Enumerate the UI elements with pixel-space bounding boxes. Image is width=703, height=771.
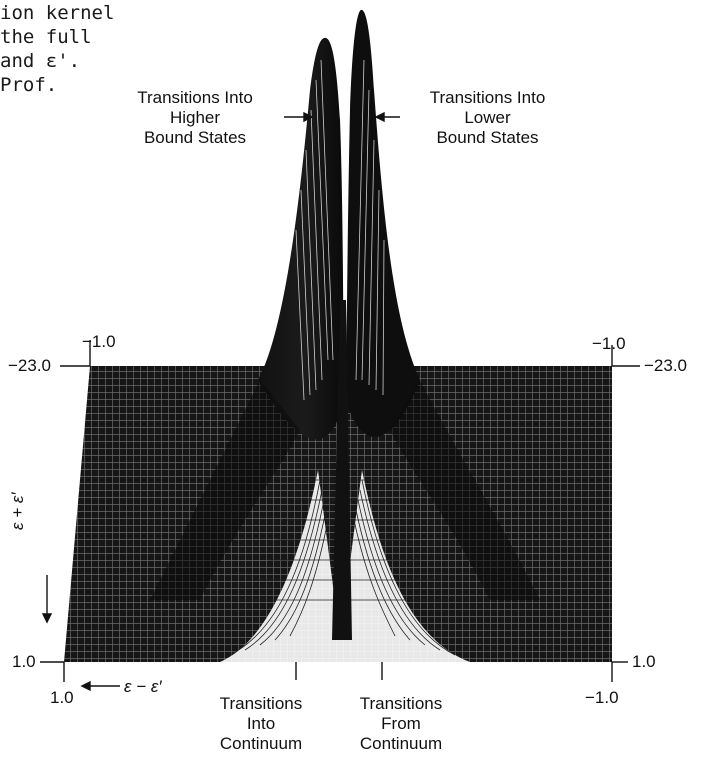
label-from-line2: From: [381, 714, 421, 733]
axis-top-left-value: −1.0: [82, 332, 116, 351]
caption-line-1: ion kernel: [0, 2, 115, 24]
label-higher-bound: Transitions Into Higher Bound States: [115, 88, 275, 148]
axis-left-back-value: −23.0: [8, 356, 52, 375]
label-from-line1: Transitions: [359, 694, 443, 713]
axis-sum-label: ε + ε′: [8, 492, 27, 530]
axis-bottom-left-value: 1.0: [50, 688, 74, 707]
caption-line-4: Prof.: [0, 74, 58, 96]
axis-bottom-right-value: −1.0: [585, 688, 619, 707]
axis-left-front-value: 1.0: [12, 652, 36, 671]
label-lower-line3: Bound States: [436, 128, 539, 147]
label-higher-line2: Higher: [169, 108, 221, 127]
axis-right-back-value: −23.0: [644, 356, 688, 375]
label-higher-line1: Transitions Into: [137, 88, 253, 107]
label-into-continuum: Transitions Into Continuum: [206, 694, 316, 754]
label-into-line2: Into: [246, 714, 276, 733]
label-into-line3: Continuum: [219, 734, 303, 753]
label-from-continuum: Transitions From Continuum: [346, 694, 456, 754]
label-into-line1: Transitions: [219, 694, 303, 713]
axis-top-right-value: −1.0: [592, 334, 626, 353]
axis-diff-label: ε − ε′: [124, 677, 162, 696]
caption-line-2: the full: [0, 26, 92, 48]
axis-right-front-value: 1.0: [632, 652, 656, 671]
caption-line-3: and ε'.: [0, 50, 81, 72]
label-higher-line3: Bound States: [143, 128, 247, 147]
label-lower-line2: Lower: [464, 108, 511, 127]
label-lower-bound: Transitions Into Lower Bound States: [405, 88, 570, 148]
label-from-line3: Continuum: [359, 734, 443, 753]
label-lower-line1: Transitions Into: [429, 88, 546, 107]
